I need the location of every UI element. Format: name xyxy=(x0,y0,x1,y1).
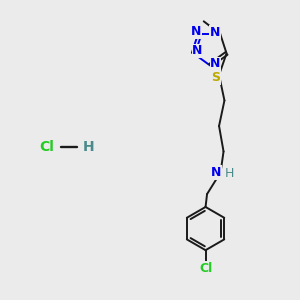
Text: N: N xyxy=(211,166,221,179)
Text: Cl: Cl xyxy=(39,140,54,154)
Text: N: N xyxy=(210,57,220,70)
Text: S: S xyxy=(211,71,220,85)
Text: H: H xyxy=(224,167,234,181)
Text: Cl: Cl xyxy=(199,262,212,275)
Text: N: N xyxy=(191,25,201,38)
Text: N: N xyxy=(210,26,220,39)
Text: N: N xyxy=(192,44,203,58)
Text: H: H xyxy=(83,140,94,154)
